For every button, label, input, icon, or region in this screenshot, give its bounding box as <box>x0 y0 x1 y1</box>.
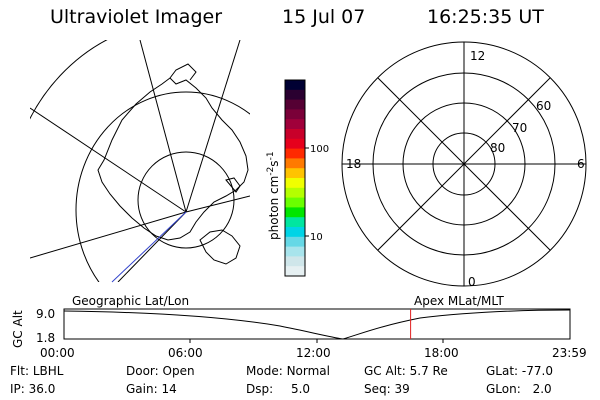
gcalt-value: 5.7 Re <box>409 364 448 378</box>
dsp-label: Dsp: <box>246 382 274 396</box>
mode-field: Mode: Normal <box>246 364 330 378</box>
timeline-x-label: 00:00 <box>40 346 75 360</box>
map-meridian <box>139 40 187 213</box>
colorbar-swatch <box>285 217 305 228</box>
lat-label-80: 80 <box>490 141 505 155</box>
colorbar <box>285 80 305 277</box>
polar-plot <box>341 41 587 287</box>
date-label: 15 Jul 07 <box>282 6 366 28</box>
timeline-x-label: 06:00 <box>168 346 203 360</box>
gain-value: 14 <box>161 382 177 396</box>
seq-field: Seq: 39 <box>364 382 410 396</box>
satellite-track <box>111 211 187 283</box>
mode-label: Mode: <box>246 364 283 378</box>
altitude-curve <box>63 309 571 340</box>
door-value: Open <box>162 364 195 378</box>
gcalt-label: GC Alt: <box>364 364 406 378</box>
colorbar-swatch <box>285 138 305 150</box>
map-lat-circle <box>30 40 108 120</box>
colorbar-swatch <box>285 109 305 120</box>
colorbar-swatch <box>285 207 305 218</box>
gain-label: Gain: <box>126 382 158 396</box>
colorbar-swatch <box>285 256 305 267</box>
colorbar-swatch <box>285 187 305 199</box>
timeline-x-label: 23:59 <box>552 346 587 360</box>
antarctica-coastline <box>97 77 249 241</box>
lat-label-60: 60 <box>536 99 551 113</box>
colorbar-swatch <box>285 89 305 101</box>
map-meridian <box>117 211 187 282</box>
timeline-x-label: 12:00 <box>296 346 331 360</box>
colorbar-swatch <box>285 266 305 277</box>
colorbar-tick-label: 100 <box>310 144 329 155</box>
dsp-value: 5.0 <box>290 382 311 396</box>
map-meridian <box>30 107 187 213</box>
colorbar-swatch <box>285 119 305 130</box>
glon-field: GLon: 2.0 <box>486 382 552 396</box>
dsp-field: Dsp: 5.0 <box>246 382 310 396</box>
flt-label: Flt: <box>10 364 29 378</box>
mlt-label-12: 12 <box>470 49 485 63</box>
colorbar-swatch <box>285 227 305 238</box>
coastline-detail <box>169 63 197 81</box>
gain-field: Gain: 14 <box>126 382 177 396</box>
seq-label: Seq: <box>364 382 391 396</box>
ip-value: 36.0 <box>28 382 56 396</box>
time-label: 16:25:35 UT <box>427 6 544 28</box>
door-label: Door: <box>126 364 159 378</box>
colorbar-swatch <box>285 246 305 257</box>
gcalt-field: GC Alt: 5.7 Re <box>364 364 448 378</box>
flt-field: Flt: LBHL <box>10 364 63 378</box>
timeline-right-caption: Apex MLat/MLT <box>414 294 504 308</box>
colorbar-swatch <box>285 148 305 159</box>
map-meridian <box>185 195 250 213</box>
colorbar-tick-label: 10 <box>310 232 323 243</box>
colorbar-unit-label: photon cm-2s-1 <box>266 151 281 240</box>
timeline-axis-title: GC Alt <box>11 310 25 348</box>
coastline-detail <box>225 177 241 193</box>
door-field: Door: Open <box>126 364 195 378</box>
colorbar-swatch <box>285 129 305 140</box>
map-lat-circle <box>75 91 250 282</box>
lat-label-70: 70 <box>512 121 527 135</box>
glat-value: -77.0 <box>521 364 553 378</box>
colorbar-swatch <box>285 158 305 169</box>
ip-field: IP: 36.0 <box>10 382 55 396</box>
colorbar-swatch <box>285 197 305 208</box>
timeline-x-label: 18:00 <box>424 346 459 360</box>
seq-value: 39 <box>394 382 410 396</box>
flt-value: LBHL <box>32 364 64 378</box>
ip-label: IP: <box>10 382 25 396</box>
colorbar-swatch <box>285 80 305 91</box>
glon-value: 2.0 <box>532 382 552 396</box>
glat-label: GLat: <box>486 364 519 378</box>
glat-field: GLat: -77.0 <box>486 364 553 378</box>
timeline-left-caption: Geographic Lat/Lon <box>72 294 189 308</box>
glon-label: GLon: <box>486 382 521 396</box>
map-meridian <box>185 40 241 213</box>
mlt-label-18: 18 <box>346 157 361 171</box>
mlt-label-6: 6 <box>577 157 585 171</box>
colorbar-swatch <box>285 178 305 189</box>
colorbar-swatch <box>285 99 305 110</box>
mode-value: Normal <box>286 364 330 378</box>
mlt-label-0: 0 <box>468 275 476 289</box>
coastline-detail <box>199 229 241 265</box>
colorbar-frame <box>284 79 306 277</box>
colorbar-swatch <box>285 236 305 248</box>
instrument-title: Ultraviolet Imager <box>50 6 223 28</box>
timeline-y-label: 1.8 <box>36 331 55 345</box>
timeline-y-label: 9.0 <box>36 307 55 321</box>
map-meridian <box>30 211 187 259</box>
colorbar-swatch <box>285 168 305 179</box>
polar-spoke <box>377 77 551 251</box>
